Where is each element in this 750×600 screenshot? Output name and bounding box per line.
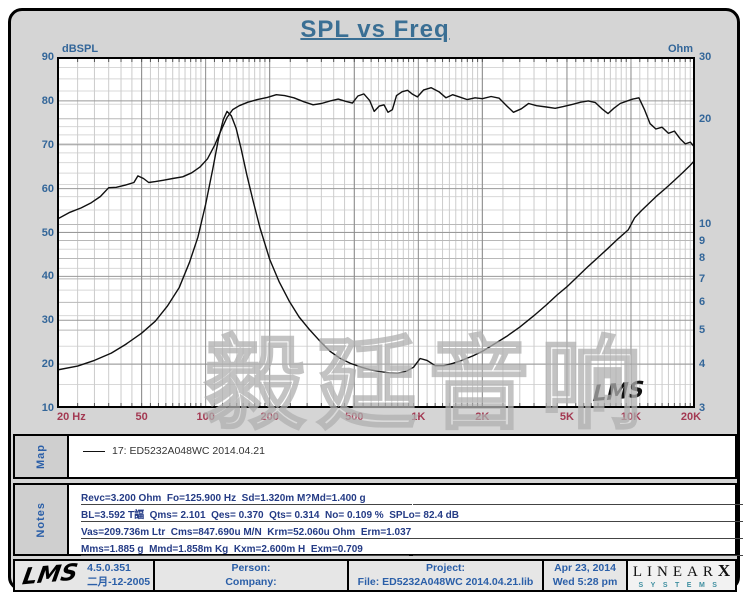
y-right-tick: 5 [699,324,706,337]
chart-title: SPL vs Freq [300,16,450,43]
y-right-tick: 20 [699,112,712,125]
app-version-date: 二月-12-2005 [87,575,151,588]
company-label: Company: [225,575,277,588]
y-right-tick: 9 [699,234,706,247]
y-left-tick: 80 [41,94,54,107]
footer-project-cell: Project: File: ED5232A048WC 2014.04.21.l… [349,561,544,590]
x-axis-tick: 500 [345,411,364,423]
y-left-tick: 60 [41,182,54,195]
x-axis-tick: 50 [135,411,148,423]
notes-line: BL=3.592 T諨 Qms= 2.101 Qes= 0.370 Qts= 0… [81,505,743,522]
y-right-tick: 7 [699,272,706,285]
x-axis-tick: 20 Hz [57,411,86,423]
plot-area: LMS [57,57,695,408]
spl-impedance-chart: LMS [57,57,695,408]
y-left-tick: 40 [41,270,54,283]
x-axis-tick: 200 [260,411,279,423]
footer-date-cell: Apr 23, 2014 Wed 5:28 pm [544,561,628,590]
notes-content: Revc=3.200 Ohm Fo=125.900 Hz Sd=1.320m M… [69,485,743,556]
person-label: Person: [231,562,271,575]
notes-blank-underline [413,504,743,505]
x-axis-tick: 1K [411,411,426,423]
x-axis-tick: 100 [196,411,215,423]
lms-logo: LMS [20,559,80,591]
notes-blank-underline [413,555,743,556]
x-axis-tick: 10K [620,411,642,423]
y-right-tick: 10 [699,218,712,231]
footer-person-cell: Person: Company: [155,561,349,590]
notes-line: Vas=209.736m Ltr Cms=847.690u M/N Krm=52… [81,522,743,539]
inplot-lms-logo: LMS [592,377,645,408]
report-time: Wed 5:28 pm [552,575,618,588]
notes-blank-underline [413,521,743,522]
legend-item: 17: ED5232A048WC 2014.04.21 [83,445,265,457]
notes-blank-underline [413,538,743,539]
notes-line: Revc=3.200 Ohm Fo=125.900 Hz Sd=1.320m M… [81,488,743,505]
linearx-systems-label: SYSTEMS [638,582,725,589]
legend-line-sample [83,450,105,452]
file-label: File: ED5232A048WC 2014.04.21.lib [357,575,534,588]
footer-bar: LMS 4.5.0.351 二月-12-2005 Person: Company… [13,559,737,592]
linearx-logo: LINEARX [632,561,731,580]
map-content: 17: ED5232A048WC 2014.04.21 [69,436,735,477]
x-axis-tick: 20K [680,411,702,423]
legend-text: 17: ED5232A048WC 2014.04.21 [112,445,265,457]
y-left-tick: 20 [41,358,54,371]
map-section: Map 17: ED5232A048WC 2014.04.21 [13,434,737,479]
y-left-tick: 30 [41,314,54,327]
footer-brand-cell: LINEARX SYSTEMS [628,561,735,590]
y-left-tick: 90 [41,51,54,63]
y-right-tick: 3 [699,402,706,414]
y-right-tick: 8 [699,252,706,265]
notes-line: Mms=1.885 g Mmd=1.858m Kg Kxm=2.600m H E… [81,539,743,556]
project-label: Project: [425,562,466,575]
footer-version-cell: LMS 4.5.0.351 二月-12-2005 [15,559,155,591]
x-axis-tick: 2K [475,411,490,423]
y-right-tick: 4 [699,358,706,371]
y-left-axis-title: dBSPL [62,43,99,55]
y-right-tick: 6 [699,296,706,309]
report-date: Apr 23, 2014 [554,562,616,575]
curve-impedance [57,110,695,374]
y-left-tick: 70 [41,138,54,151]
x-axis-tick: 5K [559,411,574,423]
y-left-tick: 50 [41,226,54,239]
y-right-axis-title: Ohm [668,43,694,55]
notes-section: Notes Revc=3.200 Ohm Fo=125.900 Hz Sd=1.… [13,483,743,556]
app-version: 4.5.0.351 [87,562,131,575]
curve-spl [57,87,695,220]
notes-section-label: Notes [15,485,69,554]
map-section-label: Map [15,436,69,477]
y-left-tick: 10 [41,402,54,414]
y-right-tick: 30 [699,51,712,63]
